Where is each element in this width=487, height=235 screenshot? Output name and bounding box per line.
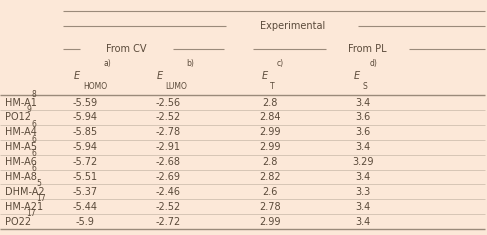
Text: 3.6: 3.6	[355, 113, 371, 122]
Text: From PL: From PL	[348, 44, 387, 54]
Text: 2.8: 2.8	[262, 157, 278, 167]
Text: a): a)	[103, 59, 111, 68]
Text: T: T	[270, 82, 275, 91]
Text: -2.46: -2.46	[155, 187, 181, 197]
Text: -5.94: -5.94	[73, 113, 98, 122]
Text: PO22: PO22	[5, 217, 31, 227]
Text: -2.78: -2.78	[155, 127, 181, 137]
Text: 2.99: 2.99	[260, 217, 281, 227]
Text: c): c)	[277, 59, 284, 68]
Text: 2.6: 2.6	[262, 187, 278, 197]
Text: 5: 5	[37, 179, 41, 188]
Text: LUMO: LUMO	[166, 82, 187, 91]
Text: 6: 6	[31, 120, 37, 129]
Text: HM-A4: HM-A4	[5, 127, 37, 137]
Text: Experimental: Experimental	[260, 21, 325, 31]
Text: -5.44: -5.44	[73, 202, 98, 212]
Text: 2.8: 2.8	[262, 98, 278, 108]
Text: 9: 9	[26, 105, 31, 114]
Text: 3.3: 3.3	[355, 187, 371, 197]
Text: 8: 8	[31, 90, 36, 99]
Text: -2.56: -2.56	[155, 98, 181, 108]
Text: HM-A5: HM-A5	[5, 142, 37, 152]
Text: -5.51: -5.51	[73, 172, 98, 182]
Text: -2.72: -2.72	[155, 217, 181, 227]
Text: PO12: PO12	[5, 113, 31, 122]
Text: 2.99: 2.99	[260, 127, 281, 137]
Text: -5.94: -5.94	[73, 142, 98, 152]
Text: 17: 17	[37, 194, 46, 203]
Text: d): d)	[370, 59, 377, 68]
Text: HM-A8: HM-A8	[5, 172, 37, 182]
Text: 2.78: 2.78	[260, 202, 281, 212]
Text: S: S	[363, 82, 368, 91]
Text: 6: 6	[31, 135, 37, 144]
Text: $\mathit{E}$: $\mathit{E}$	[73, 69, 81, 81]
Text: 3.4: 3.4	[355, 172, 371, 182]
Text: -2.52: -2.52	[155, 202, 181, 212]
Text: 3.6: 3.6	[355, 127, 371, 137]
Text: -2.91: -2.91	[155, 142, 181, 152]
Text: 2.84: 2.84	[260, 113, 281, 122]
Text: HM-A6: HM-A6	[5, 157, 37, 167]
Text: 6: 6	[31, 164, 37, 173]
Text: 2.99: 2.99	[260, 142, 281, 152]
Text: 3.4: 3.4	[355, 217, 371, 227]
Text: $\mathit{E}$: $\mathit{E}$	[261, 69, 269, 81]
Text: 3.4: 3.4	[355, 142, 371, 152]
Text: HOMO: HOMO	[83, 82, 107, 91]
Text: From CV: From CV	[106, 44, 147, 54]
Text: 2.82: 2.82	[260, 172, 281, 182]
Text: $\mathit{E}$: $\mathit{E}$	[156, 69, 164, 81]
Text: HM-A21: HM-A21	[5, 202, 43, 212]
Text: HM-A1: HM-A1	[5, 98, 37, 108]
Text: 6: 6	[31, 149, 37, 158]
Text: 3.29: 3.29	[352, 157, 374, 167]
Text: 3.4: 3.4	[355, 98, 371, 108]
Text: -5.9: -5.9	[76, 217, 94, 227]
Text: -2.68: -2.68	[155, 157, 181, 167]
Text: -5.59: -5.59	[73, 98, 98, 108]
Text: -5.72: -5.72	[73, 157, 98, 167]
Text: $\mathit{E}$: $\mathit{E}$	[353, 69, 361, 81]
Text: -2.69: -2.69	[155, 172, 181, 182]
Text: 3.4: 3.4	[355, 202, 371, 212]
Text: 17: 17	[26, 209, 36, 218]
Text: -5.37: -5.37	[73, 187, 98, 197]
Text: -5.85: -5.85	[73, 127, 98, 137]
Text: -2.52: -2.52	[155, 113, 181, 122]
Text: DHM-A2: DHM-A2	[5, 187, 44, 197]
Text: b): b)	[186, 59, 194, 68]
